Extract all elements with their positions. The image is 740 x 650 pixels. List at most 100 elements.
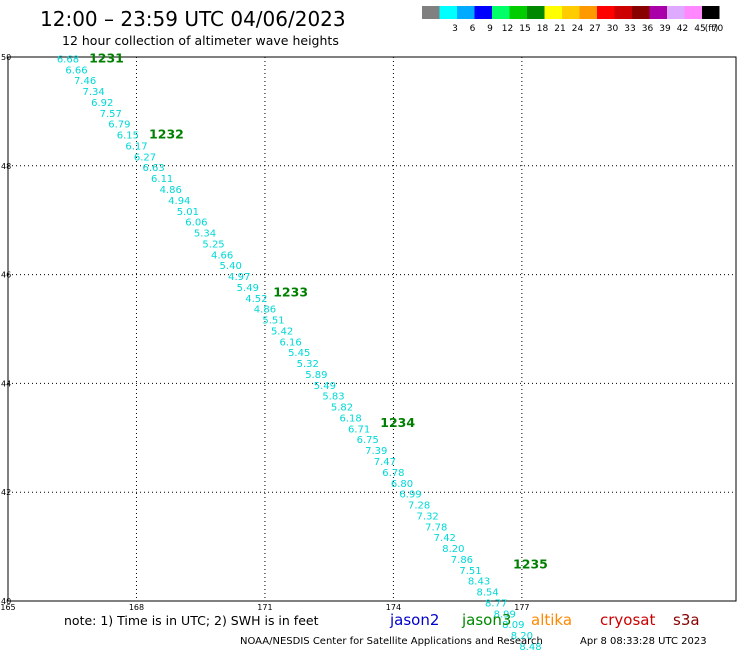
- legend-level-label: 6: [470, 24, 476, 34]
- pass-labels: 1231 1232 1233 1234 1235: [89, 50, 548, 571]
- x-tick-label: 177: [514, 603, 529, 612]
- x-tick-label: 165: [0, 603, 15, 612]
- y-tick-label: 40: [1, 597, 11, 606]
- color-legend: 3 6 9 12 15 18 21 24 27 30 33 36 39 42 45 70(ft): [422, 6, 723, 34]
- chart-subtitle: 12 hour collection of altimeter wave hei…: [62, 33, 339, 48]
- wave-height-value: 7.34: [83, 87, 105, 98]
- wave-height-value: 6.06: [185, 218, 207, 229]
- legend-level-label: 33: [624, 24, 635, 34]
- legend-level-label: 42: [677, 24, 688, 34]
- wave-height-value: 5.49: [237, 283, 259, 294]
- plot-frame: [7, 56, 737, 602]
- legend-swatch: [667, 6, 685, 19]
- legend-swatch: [562, 6, 580, 19]
- satellite-label: altika: [531, 611, 572, 629]
- wave-height-value: 7.51: [459, 566, 481, 577]
- wave-height-value: 6.75: [357, 435, 379, 446]
- pass-label: 1235: [513, 556, 548, 571]
- legend-unit-label: (ft): [705, 24, 719, 34]
- wave-height-value: 8.09: [502, 620, 524, 631]
- wave-height-value: 5.01: [177, 207, 199, 218]
- legend-level-label: 12: [502, 24, 513, 34]
- legend-swatch: [544, 6, 562, 19]
- legend-swatch: [527, 6, 545, 19]
- legend-swatch: [474, 6, 492, 19]
- wave-height-value: 6.15: [117, 131, 139, 142]
- wave-height-value: 8.77: [485, 598, 507, 609]
- legend-swatch: [422, 6, 440, 19]
- satellite-label: s3a: [673, 611, 700, 629]
- satellite-label: jason3: [461, 611, 511, 629]
- pass-label: 1232: [149, 127, 184, 142]
- wave-height-value: 4.66: [211, 250, 233, 261]
- legend-swatch: [702, 6, 720, 19]
- legend-swatch: [649, 6, 667, 19]
- wave-height-value: 5.89: [305, 370, 327, 381]
- legend-swatch: [439, 6, 457, 19]
- wave-height-value: 5.42: [271, 326, 293, 337]
- wave-height-value: 4.86: [254, 305, 276, 316]
- timestamp-text: Apr 8 08:33:28 UTC 2023: [580, 636, 707, 647]
- legend-level-label: 45: [694, 24, 705, 34]
- pass-label: 1233: [273, 284, 308, 299]
- wave-height-value: 5.83: [322, 392, 344, 403]
- satellite-label: cryosat: [600, 611, 655, 629]
- wave-height-value: 8.43: [468, 577, 490, 588]
- legend-level-label: 15: [519, 24, 530, 34]
- wave-height-value: 7.47: [374, 457, 396, 468]
- x-tick-label: 171: [257, 603, 272, 612]
- wave-height-value: 7.28: [408, 501, 430, 512]
- legend-level-label: 21: [554, 24, 565, 34]
- legend-swatch: [614, 6, 632, 19]
- x-tick-label: 174: [386, 603, 401, 612]
- wave-height-value: 4.52: [245, 294, 267, 305]
- wave-height-values: 6.686.667.467.346.927.576.796.156.176.27…: [57, 54, 542, 650]
- legend-swatch: [684, 6, 702, 19]
- wave-height-value: 4.86: [160, 185, 182, 196]
- wave-height-value: 5.51: [262, 316, 284, 327]
- grid-lines: [7, 56, 737, 602]
- wave-height-value: 6.18: [339, 413, 361, 424]
- y-tick-label: 42: [1, 488, 11, 497]
- credit-text: NOAA/NESDIS Center for Satellite Applica…: [240, 636, 543, 647]
- wave-height-value: 8.48: [519, 642, 541, 650]
- wave-height-value: 6.71: [348, 424, 370, 435]
- y-tick-label: 48: [1, 162, 11, 171]
- legend-level-label: 9: [487, 24, 493, 34]
- wave-height-value: 5.32: [297, 359, 319, 370]
- wave-height-value: 5.82: [331, 403, 353, 414]
- wave-height-value: 6.17: [125, 141, 147, 152]
- y-tick-label: 46: [1, 271, 11, 280]
- x-tick-labels: 165 168 171 174 177: [0, 603, 529, 612]
- wave-height-value: 8.54: [476, 588, 498, 599]
- wave-height-value: 5.40: [220, 261, 242, 272]
- wave-height-value: 5.49: [314, 381, 336, 392]
- legend-swatch: [509, 6, 527, 19]
- legend-swatch: [632, 6, 650, 19]
- wave-height-value: 6.11: [151, 174, 173, 185]
- wave-height-value: 6.63: [142, 163, 164, 174]
- legend-level-label: 3: [452, 24, 458, 34]
- wave-height-value: 6.79: [108, 120, 130, 131]
- wave-height-value: 8.20: [511, 631, 533, 642]
- wave-height-value: 5.34: [194, 229, 216, 240]
- wave-height-value: 4.97: [228, 272, 250, 283]
- wave-height-value: 7.32: [417, 511, 439, 522]
- wave-height-value: 7.57: [100, 109, 122, 120]
- legend-level-label: 30: [607, 24, 619, 34]
- legend-level-label: 24: [572, 24, 584, 34]
- wave-height-value: 5.45: [288, 348, 310, 359]
- wave-height-value: 6.78: [382, 468, 404, 479]
- legend-level-label: 39: [659, 24, 671, 34]
- satellite-legend: jason2 jason3 altika cryosat s3a: [389, 611, 700, 629]
- wave-height-value: 6.99: [399, 490, 421, 501]
- wave-height-value: 7.39: [365, 446, 387, 457]
- legend-swatch: [457, 6, 475, 19]
- x-tick-label: 168: [129, 603, 144, 612]
- pass-label: 1234: [380, 415, 415, 430]
- pass-label: 1231: [89, 50, 124, 65]
- satellite-label: jason2: [389, 611, 439, 629]
- wave-height-value: 6.68: [57, 54, 79, 65]
- wave-height-value: 6.16: [280, 337, 302, 348]
